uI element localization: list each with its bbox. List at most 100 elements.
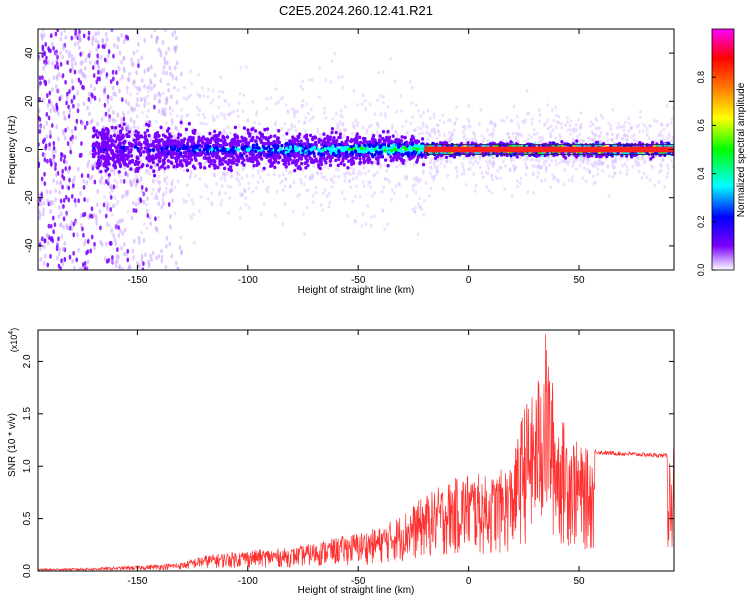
- spectrogram-cell: [432, 175, 436, 179]
- spectrogram-cell: [381, 208, 385, 213]
- spectrogram-cell: [267, 172, 271, 177]
- spectrogram-cell: [516, 179, 519, 183]
- spectrogram-cell: [422, 213, 425, 217]
- spectrogram-cell: [179, 235, 183, 240]
- spectrogram-cell: [444, 137, 448, 142]
- spectrogram-cell: [405, 177, 409, 181]
- spectrogram-cell: [347, 159, 351, 163]
- spectrogram-cell: [171, 122, 174, 126]
- spectrogram-cell: [209, 101, 213, 106]
- spectrogram-cell: [132, 120, 136, 125]
- spectrogram-cell: [46, 198, 49, 204]
- spectrogram-cell: [505, 115, 509, 119]
- spectrogram-cell: [110, 125, 114, 130]
- spectrogram-cell: [490, 162, 494, 166]
- spectrogram-cell: [253, 121, 256, 125]
- spectrogram-cell: [237, 172, 241, 177]
- spectrogram-cell: [108, 117, 111, 123]
- spectrogram-cell: [71, 258, 74, 264]
- spectrogram-cell: [77, 77, 81, 83]
- spectrogram-cell: [96, 76, 100, 82]
- spectrogram-cell: [525, 165, 529, 170]
- spectrogram-cell: [59, 61, 63, 67]
- spectrogram-cell: [540, 179, 543, 183]
- spectrogram-cell: [346, 165, 350, 170]
- spectrogram-cell: [453, 121, 457, 125]
- spectrogram-cell: [666, 171, 670, 175]
- spectrogram-cell: [265, 96, 269, 101]
- spectrogram-cell: [418, 205, 422, 209]
- spectrogram-cell: [105, 204, 109, 210]
- spectrogram-cell: [416, 177, 420, 181]
- spectrogram-cell: [65, 160, 68, 165]
- spectrogram-cell: [425, 124, 429, 128]
- spectrogram-cell: [210, 191, 214, 195]
- spectrogram-cell: [563, 160, 567, 164]
- spectrogram-cell: [43, 51, 46, 57]
- spectrogram-cell: [660, 123, 664, 127]
- spectrogram-cell: [105, 36, 109, 42]
- spectrogram-cell: [147, 123, 151, 128]
- spectrogram-cell: [422, 110, 425, 115]
- spectrogram-cell: [637, 163, 641, 167]
- spectrogram-cell: [70, 58, 74, 64]
- spectrogram-cell: [155, 195, 158, 199]
- spectrogram-cell: [549, 185, 553, 190]
- spectrogram-cell: [222, 171, 226, 175]
- spectrogram-cell: [582, 138, 585, 143]
- spectrogram-cell: [161, 196, 165, 201]
- spectrogram-cell: [202, 156, 206, 160]
- spectrogram-cell: [136, 125, 140, 129]
- spectrogram-cell: [361, 93, 365, 98]
- spectrogram-cell: [223, 113, 226, 118]
- spectrogram-cell: [356, 102, 360, 107]
- spectrogram-cell: [546, 155, 549, 160]
- spectrogram-cell: [89, 150, 92, 156]
- spectrogram-cell: [599, 159, 603, 164]
- spectrogram-cell: [266, 185, 270, 190]
- spectrogram-cell: [480, 133, 484, 138]
- spectrogram-cell: [360, 224, 364, 228]
- spectrogram-cell: [334, 167, 338, 172]
- spectrogram-cell: [201, 141, 205, 145]
- spectrogram-cell: [571, 164, 575, 169]
- spectrogram-cell: [153, 104, 156, 110]
- spectrogram-cell: [82, 212, 85, 218]
- spectrogram-cell: [185, 199, 189, 204]
- spectrogram-cell: [48, 146, 51, 151]
- spectrogram-cell: [117, 170, 121, 174]
- spectrogram-cell: [354, 184, 358, 189]
- spectrogram-cell: [300, 180, 303, 185]
- spectrogram-cell: [73, 69, 77, 75]
- spectrogram-cell: [278, 174, 281, 178]
- spectrogram-cell: [597, 159, 601, 163]
- spectrogram-cell: [390, 126, 394, 131]
- spectrogram-cell: [91, 65, 95, 70]
- spectrogram-cell: [323, 164, 327, 169]
- spectrogram-cell: [270, 155, 274, 159]
- spectrogram-cell: [439, 157, 443, 162]
- spectrogram-cell: [461, 165, 465, 169]
- spectrogram-cell: [232, 161, 236, 165]
- spectrogram-cell: [128, 71, 131, 77]
- spectrogram-cell: [654, 154, 658, 159]
- spectrogram-cell: [355, 123, 359, 128]
- spectrogram-cell: [137, 235, 141, 241]
- spectrogram-cell: [246, 118, 250, 122]
- spectrogram-cell: [369, 123, 373, 128]
- spectrogram-cell: [462, 168, 466, 172]
- spectrogram-cell: [184, 131, 188, 135]
- spectrogram-cell: [113, 139, 118, 144]
- spectrogram-cell: [399, 157, 403, 161]
- spectrogram-cell: [245, 154, 249, 158]
- spectrogram-cell: [187, 135, 192, 140]
- spectrogram-cell: [352, 168, 355, 172]
- spectrogram-cell: [588, 158, 591, 163]
- spectrogram-cell: [659, 163, 663, 167]
- spectrogram-cell: [410, 85, 414, 90]
- spectrogram-cell: [571, 128, 575, 132]
- spectrogram-cell: [609, 127, 613, 132]
- spectrogram-cell: [133, 125, 137, 129]
- spectrogram-cell: [172, 164, 176, 169]
- spectrogram-cell: [581, 176, 585, 180]
